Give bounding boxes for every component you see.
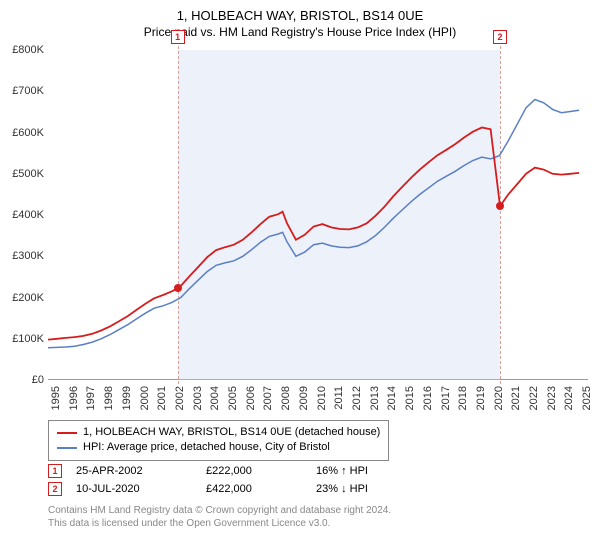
xtick-label: 2019: [475, 386, 487, 426]
sale-marker-badge: 2: [493, 30, 507, 44]
sale-dot: [174, 284, 182, 292]
footer: Contains HM Land Registry data © Crown c…: [48, 504, 391, 530]
sale-price: £422,000: [206, 483, 316, 495]
ytick-label: £100K: [0, 333, 44, 345]
xtick-label: 2024: [563, 386, 575, 426]
legend: 1, HOLBEACH WAY, BRISTOL, BS14 0UE (deta…: [48, 420, 389, 461]
price-line: [48, 128, 579, 340]
legend-label-price: 1, HOLBEACH WAY, BRISTOL, BS14 0UE (deta…: [83, 425, 380, 440]
ytick-label: £400K: [0, 209, 44, 221]
xtick-label: 2018: [457, 386, 469, 426]
sale-index-badge: 1: [48, 464, 62, 478]
sale-marker-badge: 1: [171, 30, 185, 44]
sale-date: 10-JUL-2020: [76, 483, 206, 495]
footer-line-2: This data is licensed under the Open Gov…: [48, 517, 391, 530]
sale-price: £222,000: [206, 465, 316, 477]
chart-plot-area: £0£100K£200K£300K£400K£500K£600K£700K£80…: [48, 50, 588, 380]
xtick-label: 2016: [422, 386, 434, 426]
ytick-label: £300K: [0, 250, 44, 262]
footer-line-1: Contains HM Land Registry data © Crown c…: [48, 504, 391, 517]
legend-swatch-price: [57, 432, 77, 434]
xtick-label: 2015: [404, 386, 416, 426]
xtick-label: 2017: [440, 386, 452, 426]
ytick-label: £0: [0, 374, 44, 386]
sale-row: 1 25-APR-2002£222,00016% ↑ HPI: [48, 462, 406, 480]
xtick-label: 2023: [546, 386, 558, 426]
xtick-label: 2022: [528, 386, 540, 426]
sale-diff: 16% ↑ HPI: [316, 465, 406, 477]
legend-swatch-hpi: [57, 447, 77, 449]
sale-dot: [496, 202, 504, 210]
hpi-line: [48, 100, 579, 348]
ytick-label: £500K: [0, 168, 44, 180]
sales-table: 1 25-APR-2002£222,00016% ↑ HPI 2 10-JUL-202…: [48, 462, 406, 498]
legend-row-1: 1, HOLBEACH WAY, BRISTOL, BS14 0UE (deta…: [57, 425, 380, 440]
sale-diff: 23% ↓ HPI: [316, 483, 406, 495]
chart-lines: [48, 50, 588, 380]
ytick-label: £600K: [0, 127, 44, 139]
ytick-label: £700K: [0, 85, 44, 97]
chart-container: 1, HOLBEACH WAY, BRISTOL, BS14 0UE Price…: [0, 0, 600, 560]
sale-date: 25-APR-2002: [76, 465, 206, 477]
xtick-label: 2020: [493, 386, 505, 426]
ytick-label: £800K: [0, 44, 44, 56]
xtick-label: 2025: [581, 386, 593, 426]
sale-row: 2 10-JUL-2020£422,00023% ↓ HPI: [48, 480, 406, 498]
chart-title: 1, HOLBEACH WAY, BRISTOL, BS14 0UE: [0, 0, 600, 23]
chart-subtitle: Price paid vs. HM Land Registry's House …: [0, 23, 600, 39]
sale-index-badge: 2: [48, 482, 62, 496]
xtick-label: 2021: [510, 386, 522, 426]
ytick-label: £200K: [0, 292, 44, 304]
legend-row-2: HPI: Average price, detached house, City…: [57, 440, 380, 455]
legend-label-hpi: HPI: Average price, detached house, City…: [83, 440, 330, 455]
